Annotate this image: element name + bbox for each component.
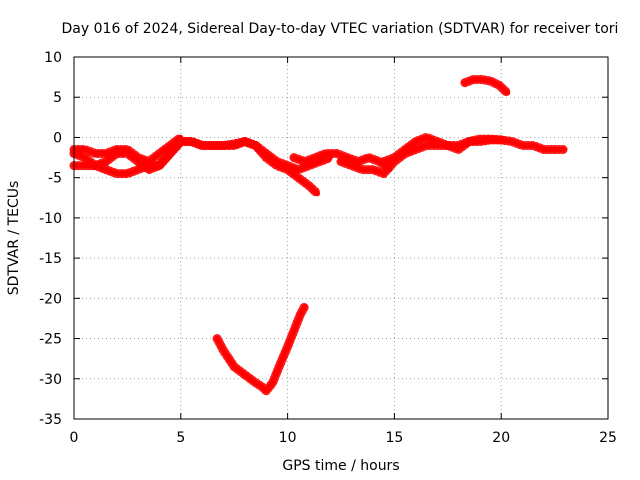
series-markers-trace-g [460, 75, 513, 98]
series-line-trace-h [214, 303, 308, 394]
x-tick-label: 15 [385, 430, 403, 446]
y-tick-label: -10 [39, 211, 62, 227]
x-tick-label: 20 [492, 430, 510, 446]
series-markers-trace-h [212, 301, 310, 396]
y-tick-label: 10 [44, 50, 62, 66]
x-tick-label: 5 [176, 430, 185, 446]
series-markers-trace-d [289, 149, 395, 175]
x-tick-label: 10 [279, 430, 297, 446]
x-tick-label: 25 [599, 430, 617, 446]
grid [74, 57, 608, 419]
y-axis-label: SDTVAR / TECUs [6, 181, 22, 296]
chart-title: Day 016 of 2024, Sidereal Day-to-day VTE… [62, 21, 619, 37]
y-tick-label: 0 [53, 130, 62, 146]
y-tick-label: 5 [53, 90, 62, 106]
y-tick-label: -15 [39, 251, 62, 267]
plot-frame [73, 56, 609, 420]
series-markers-trace-c [69, 132, 186, 167]
x-axis-label: GPS time / hours [282, 458, 399, 474]
y-tick-label: -35 [39, 412, 62, 428]
y-tick-label: -30 [39, 372, 62, 388]
y-tick-label: -5 [48, 171, 62, 187]
axis-ticks: 0 5 10 15 20 25 10 5 0 -5 -10 -15 -20 -25 -30 -35 [39, 50, 617, 446]
y-tick-label: -25 [39, 332, 62, 348]
series-markers-trace-f [379, 132, 506, 167]
x-tick-label: 0 [70, 430, 79, 446]
data-series [69, 75, 568, 396]
y-tick-label: -20 [39, 291, 62, 307]
